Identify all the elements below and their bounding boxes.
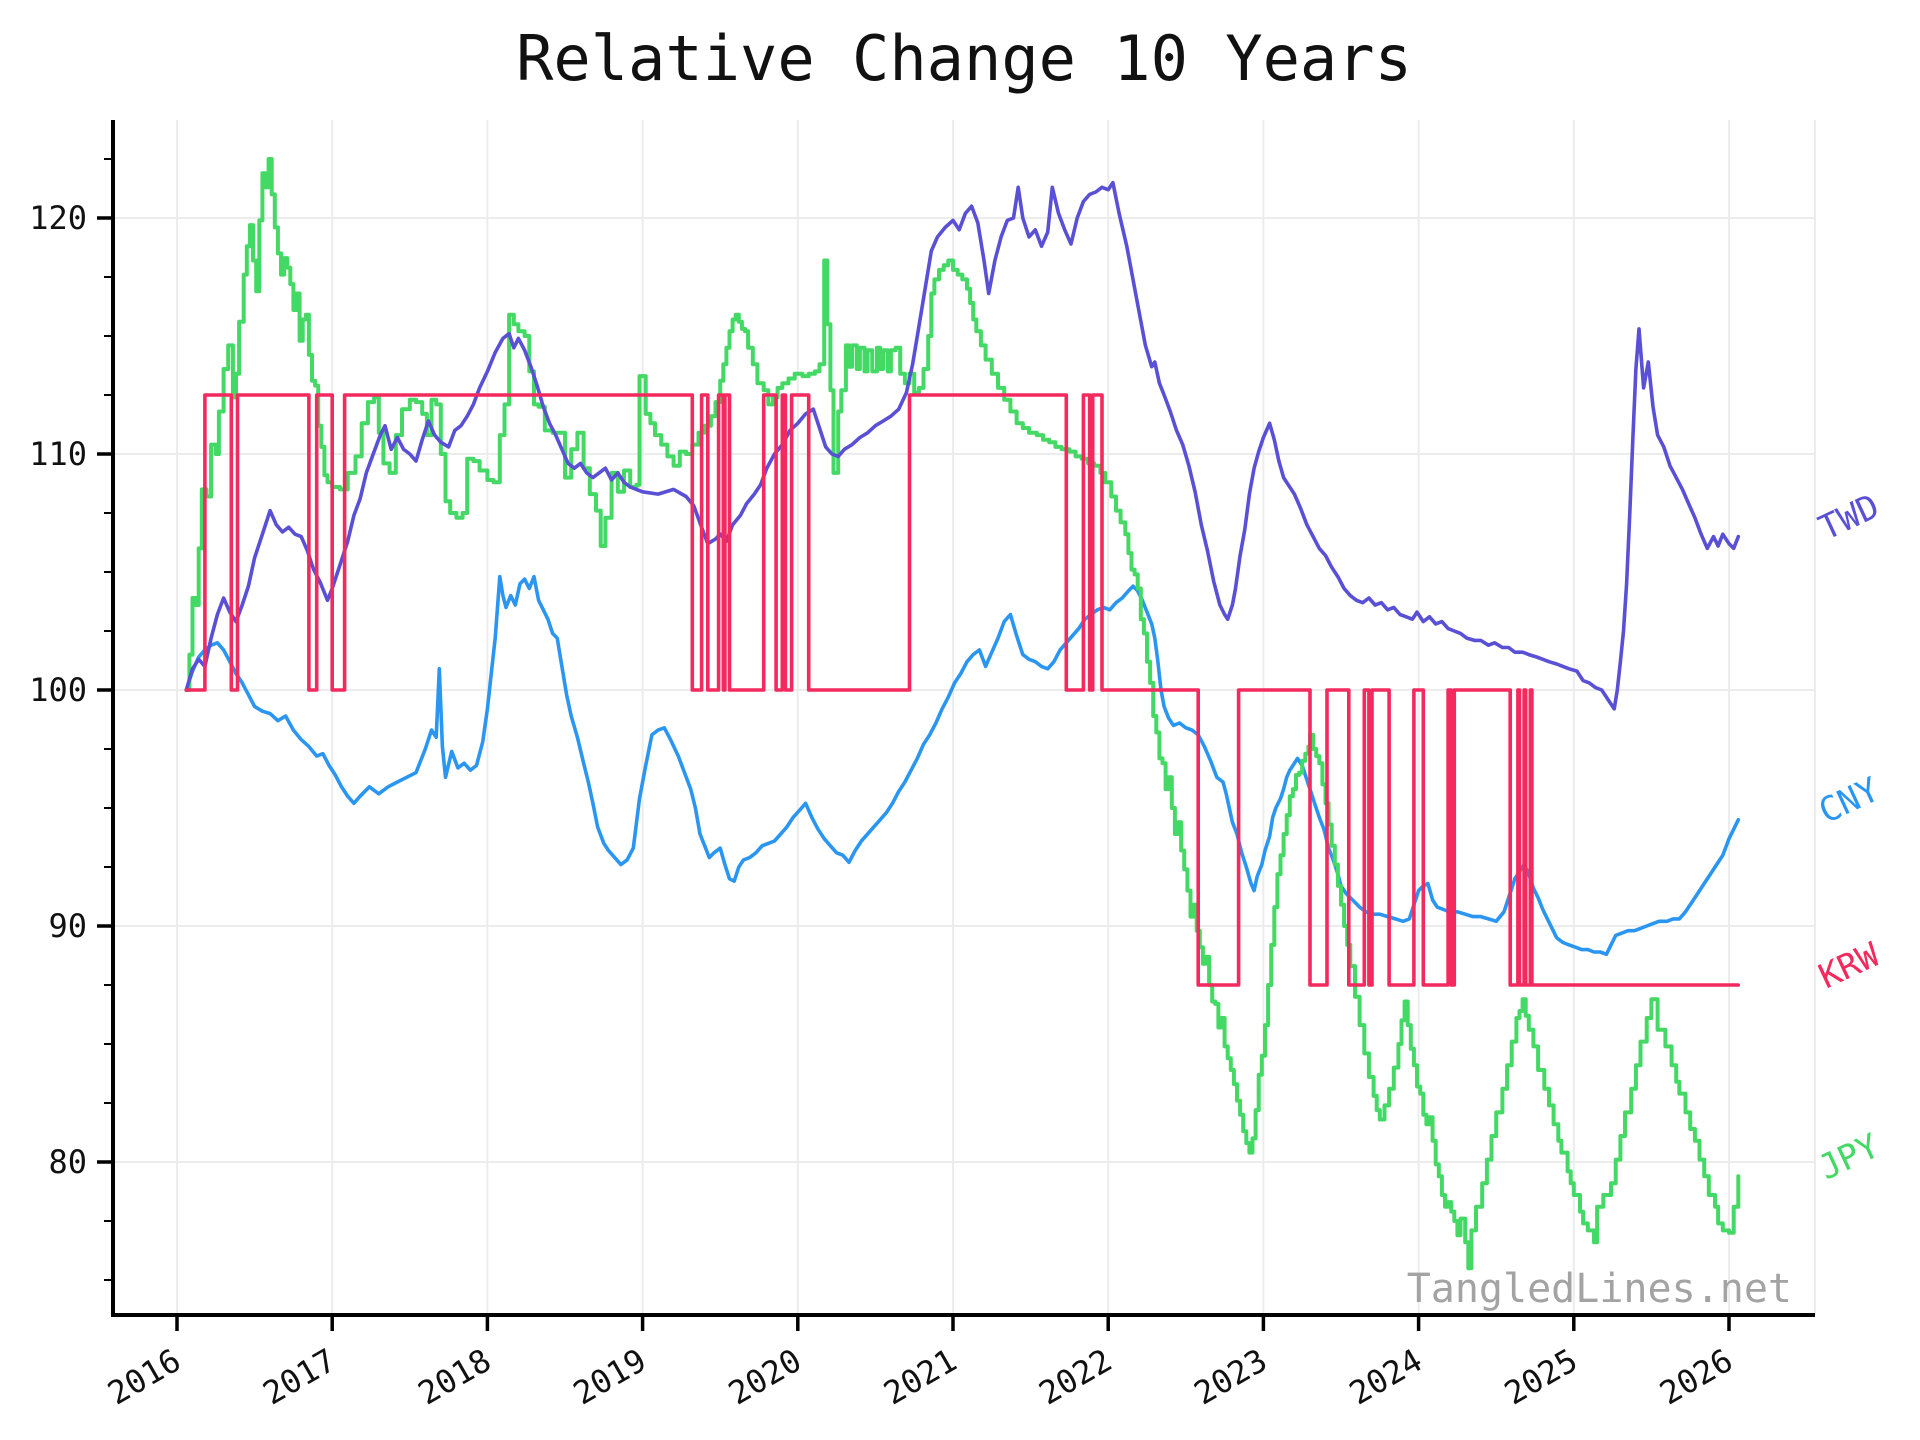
series-line-jpy	[184, 157, 1741, 1271]
watermark: TangledLines.net	[1407, 1266, 1792, 1312]
chart-title: Relative Change 10 Years	[516, 22, 1412, 95]
series-line-cny	[184, 574, 1741, 957]
y-axis-tick-label: 100	[29, 671, 87, 709]
y-axis-tick-label: 80	[48, 1143, 87, 1181]
y-axis-tick-label: 110	[29, 435, 87, 473]
series-line-twd	[184, 180, 1741, 711]
y-axis-tick-label: 90	[48, 907, 87, 945]
y-axis-tick-label: 120	[29, 199, 87, 237]
series-line-krw	[184, 393, 1741, 987]
